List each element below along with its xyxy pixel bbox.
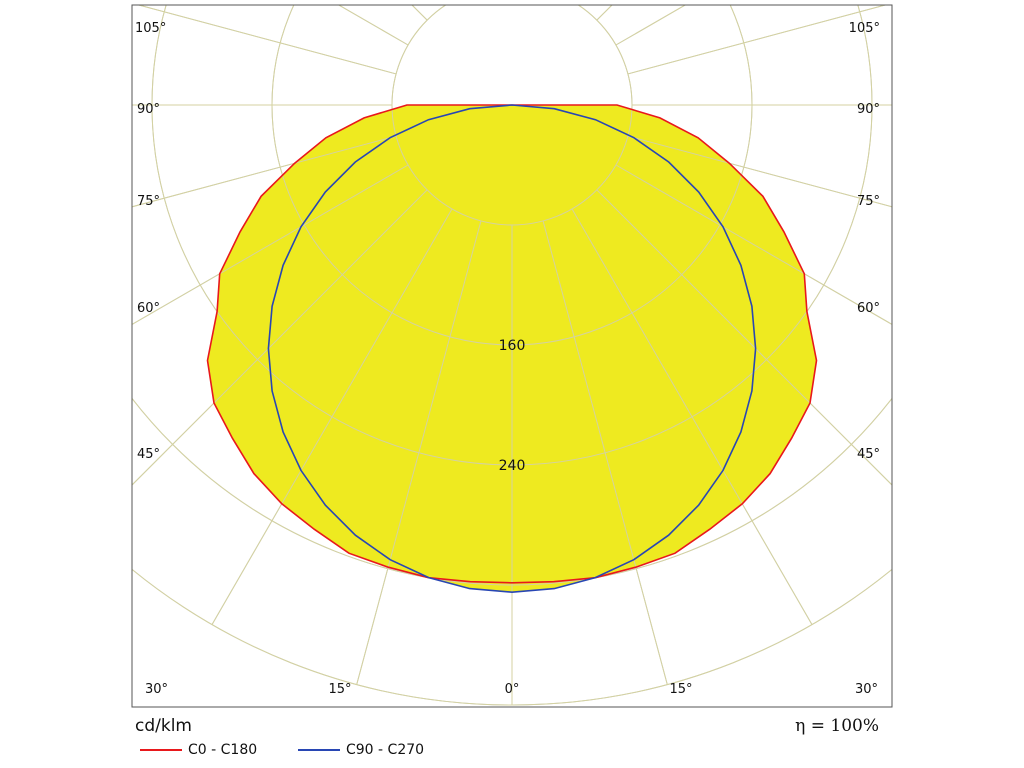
angle-label-0-bottom: 0°: [505, 682, 520, 697]
angle-label-75-right: 75°: [857, 194, 880, 209]
series-line-c0-c180: [206, 104, 818, 584]
angle-label-60-right: 60°: [857, 301, 880, 316]
grid-spoke-overlay: [542, 220, 668, 685]
grid-spoke-overlay: [132, 164, 409, 325]
angle-label-15-bottom-right: 15°: [669, 682, 692, 697]
angle-label-45-left: 45°: [137, 447, 160, 462]
angle-label-75-left: 75°: [137, 194, 160, 209]
grid-spoke: [136, 5, 397, 75]
grid-spoke-overlay: [132, 189, 428, 486]
legend-label: C0 - C180: [188, 742, 258, 758]
grid-spoke: [411, 5, 428, 21]
grid-spoke: [572, 0, 812, 1]
plot-frame: [131, 4, 893, 708]
curve-layer: [132, 0, 892, 706]
angle-label-45-right: 45°: [857, 447, 880, 462]
grid-spoke: [212, 0, 452, 1]
unit-label: cd/klm: [135, 716, 192, 736]
legend-label: C90 - C270: [346, 742, 425, 758]
series-line-c90-c270: [267, 104, 757, 594]
angle-label-15-bottom-left: 15°: [328, 682, 351, 697]
efficiency-label: η = 100%: [795, 716, 879, 736]
grid-spoke-overlay: [571, 208, 813, 625]
grid-spoke-overlay: [615, 164, 892, 325]
angle-label-90-left: 90°: [137, 102, 160, 117]
grid-spoke-overlay: [211, 208, 453, 625]
efficiency-symbol: η: [795, 716, 806, 736]
efficiency-value: = 100%: [810, 716, 879, 736]
legend-swatch-red: [140, 749, 182, 751]
angle-label-60-left: 60°: [137, 301, 160, 316]
grid-spoke-overlay: [627, 135, 892, 208]
angle-label-90-right: 90°: [857, 102, 880, 117]
radial-label-240: 240: [499, 458, 526, 474]
angle-label-30-bottom-left: 30°: [145, 682, 168, 697]
angle-label-30-bottom-right: 30°: [855, 682, 878, 697]
legend-item-c0-c180: C0 - C180: [140, 739, 257, 761]
grid-spoke-overlay: [356, 220, 482, 685]
grid-spoke-overlay: [572, 0, 812, 1]
grid-spoke-overlay: [212, 0, 452, 1]
grid-spoke-overlay: [596, 5, 613, 21]
grid-spoke-overlay: [411, 5, 428, 21]
grid-spoke-overlay: [132, 135, 397, 208]
angle-label-105-right: 105°: [849, 21, 880, 36]
angle-label-105-left: 105°: [135, 21, 166, 36]
grid-spoke-overlay: [627, 5, 888, 75]
label-layer: 160 240 105° 105° 90° 90° 75° 75° 60° 60° 45° 45° 30…: [135, 21, 880, 697]
legend-item-c90-c270: C90 - C270: [298, 739, 424, 761]
grid-spoke: [627, 5, 888, 75]
grid-spoke: [596, 5, 613, 21]
grid-spoke-overlay: [596, 189, 892, 486]
legend-swatch-blue: [298, 749, 340, 751]
radial-label-160: 160: [499, 338, 526, 354]
grid-spoke-overlay: [136, 5, 397, 75]
